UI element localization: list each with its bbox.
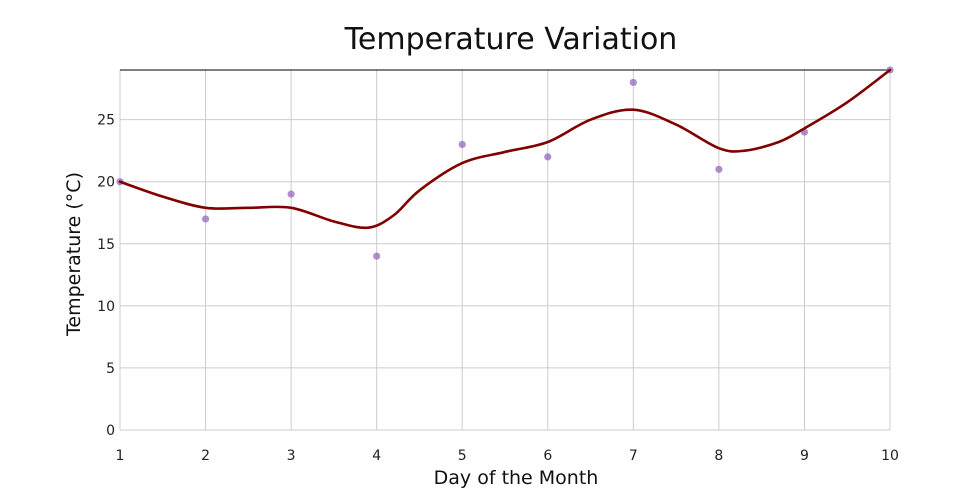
data-points <box>116 66 894 260</box>
y-tick-label-0: 0 <box>106 423 115 439</box>
data-point-day-3 <box>287 190 295 198</box>
x-tick-label-7: 7 <box>629 448 638 464</box>
trend-line-group <box>118 68 892 230</box>
data-point-day-4 <box>373 252 381 260</box>
smoothed-trend-line <box>118 68 892 230</box>
data-point-day-8 <box>715 165 723 173</box>
x-tick-label-4: 4 <box>372 448 381 464</box>
data-point-day-6 <box>544 153 552 161</box>
y-tick-label-5: 5 <box>106 361 115 377</box>
y-tick-label-25: 25 <box>97 113 115 129</box>
x-tick-label-8: 8 <box>714 448 723 464</box>
data-point-day-5 <box>458 140 466 149</box>
x-tick-label-2: 2 <box>201 448 210 464</box>
x-tick-label-3: 3 <box>287 448 296 464</box>
data-point-day-2 <box>201 215 210 223</box>
x-tick-label-6: 6 <box>543 448 552 464</box>
x-axis-label: Day of the Month <box>434 467 599 489</box>
y-tick-label-20: 20 <box>97 175 115 191</box>
x-tick-label-5: 5 <box>458 448 467 464</box>
y-axis-label: Temperature (°C) <box>63 172 85 337</box>
y-tick-label-10: 10 <box>97 299 115 315</box>
grid <box>119 70 891 431</box>
data-point-day-7 <box>629 78 637 87</box>
tick-labels: 1 2 3 4 5 6 7 8 9 10 0 5 10 15 20 25 <box>97 113 899 464</box>
x-tick-label-1: 1 <box>116 448 125 464</box>
x-tick-label-10: 10 <box>881 448 899 464</box>
y-tick-label-15: 15 <box>97 237 115 253</box>
chart-title: Temperature Variation <box>344 22 678 57</box>
x-tick-label-9: 9 <box>800 448 809 464</box>
